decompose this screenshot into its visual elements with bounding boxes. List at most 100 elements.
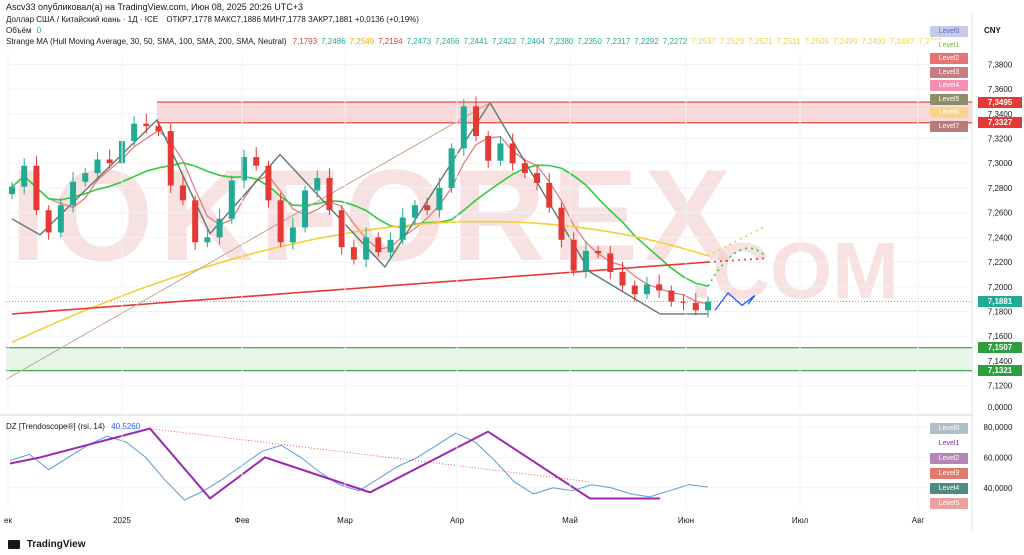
publisher-header: Ascv33 опубликовал(а) на TradingView.com… [6, 2, 304, 12]
zigzag-line [11, 101, 708, 315]
ma-value: 7,2272 [662, 37, 688, 46]
y-tick-label: 7,3200 [988, 135, 1013, 144]
candle-body [253, 157, 260, 166]
level-box: Level4 [930, 483, 968, 494]
y-tick-label: 7,1600 [988, 332, 1013, 341]
rsi-label: DZ [Trendoscope®] (rsi, 14) [6, 422, 105, 431]
level-box: Level2 [930, 453, 968, 464]
resistance-zone [157, 102, 972, 123]
ma-value: 7,2521 [748, 37, 773, 46]
candle-body [167, 131, 174, 186]
candle-body [546, 182, 553, 208]
candle-body [143, 123, 150, 127]
candle-body [192, 200, 199, 243]
ma-value: 7,2493 [861, 37, 886, 46]
sma-200-projection [707, 257, 766, 263]
rsi-line [9, 432, 709, 501]
time-axis: ек 2025 Фев Мар Апр Май Июн Июл Авг [4, 52, 924, 525]
candle-body [485, 136, 492, 161]
candle-body [289, 227, 296, 243]
legend-symbol-row: Доллар США / Китайский юань · 1Д · ICE О… [6, 14, 419, 25]
rsi-tick-label: 60,0000 [984, 453, 1013, 462]
candle-body [45, 210, 52, 233]
candle-body [155, 126, 162, 132]
level-box: Level0 [930, 423, 968, 434]
level-box: Level6 [930, 107, 968, 118]
candle-body [680, 301, 687, 303]
price-axis: 7,3800 7,3600 7,3400 7,3200 7,3000 7,2800 7,26… [988, 60, 1013, 412]
candle-body [705, 301, 711, 311]
level-box: Level3 [930, 468, 968, 479]
currency-label[interactable]: CNY [984, 26, 1001, 35]
candle-body [70, 181, 77, 206]
price-tag: 7,3495 [978, 96, 1022, 108]
ma-value: 7,2499 [832, 37, 858, 46]
candle-body [277, 200, 284, 243]
candle-body [570, 239, 577, 271]
y-tick-label: 7,1800 [988, 308, 1013, 317]
candle-body [94, 159, 101, 174]
candle-body [582, 250, 589, 271]
level-box: Level1 [930, 39, 968, 51]
level-box: Level4 [930, 80, 968, 91]
volume-label: Объём [6, 26, 32, 35]
y-tick-label: 7,1200 [988, 382, 1013, 391]
candle-body [473, 106, 479, 137]
candle-body [326, 178, 333, 211]
candle-body [179, 185, 186, 201]
candle-body [204, 237, 211, 243]
ma-label: Strange MA (Hull Moving Average, 30, 50,… [6, 37, 287, 46]
level-box: Level5 [930, 93, 968, 105]
price-tag: 7,1507 [978, 342, 1022, 354]
y-tick-label: 7,2800 [988, 184, 1013, 193]
tradingview-logo-icon [8, 539, 20, 549]
candle-body [497, 143, 504, 161]
level-box: Level3 [930, 66, 968, 78]
candle-body [399, 217, 406, 240]
legend-volume-row: Объём 0 [6, 25, 41, 36]
moving-averages [5, 101, 766, 380]
ma-value: 7,2511 [776, 37, 801, 46]
x-tick-label: ек [4, 516, 12, 525]
y-tick-label: 7,2400 [988, 233, 1013, 242]
ma-value: 7,2549 [349, 37, 375, 46]
support-zone [6, 347, 972, 371]
candle-body [411, 205, 418, 218]
sma-100-line [11, 220, 709, 344]
ma-value: 7,1793 [292, 37, 318, 46]
legend-ma-row: Strange MA (Hull Moving Average, 30, 50,… [6, 36, 943, 47]
ma-value: 7,2441 [463, 37, 488, 46]
x-tick-label: Июл [792, 516, 809, 525]
volume-value: 0 [36, 26, 42, 35]
x-tick-label: Июн [678, 516, 694, 525]
candle-body [241, 157, 247, 181]
sma-50-projection [707, 247, 766, 287]
candle-body [302, 190, 309, 228]
x-tick-label: Мар [337, 516, 353, 525]
ma-value: 7,2380 [548, 37, 574, 46]
level-box: Level5 [930, 498, 968, 509]
sma-50-line [11, 161, 709, 287]
rsi-tick-label: 40,0000 [984, 484, 1013, 493]
y-tick-label: 7,2000 [988, 283, 1013, 292]
candle-body [424, 205, 431, 211]
candle-body [643, 284, 650, 295]
candle-body [82, 173, 89, 182]
ma-value: 7,2487 [889, 37, 915, 46]
tradingview-logo-text: TradingView [26, 539, 86, 550]
candle-body [21, 165, 28, 187]
rsi-zigzag [9, 427, 660, 500]
y-tick-label: 7,3000 [988, 159, 1013, 168]
y-tick-label: 0,0000 [988, 403, 1013, 412]
rsi-divergence-line [149, 428, 591, 483]
ma-values: 7,1793 7,2486 7,2549 7,2194 7,2473 7,2456 7,24… [289, 37, 943, 46]
y-tick-label: 7,2600 [988, 209, 1013, 218]
ma-value: 7,2456 [435, 37, 460, 46]
ma-value: 7,2404 [520, 37, 545, 46]
ma-value: 7,2422 [491, 37, 517, 46]
candle-body [33, 165, 40, 211]
zones [6, 101, 972, 372]
price-tag: 7,1881 [978, 295, 1022, 307]
candle-body [350, 247, 357, 260]
